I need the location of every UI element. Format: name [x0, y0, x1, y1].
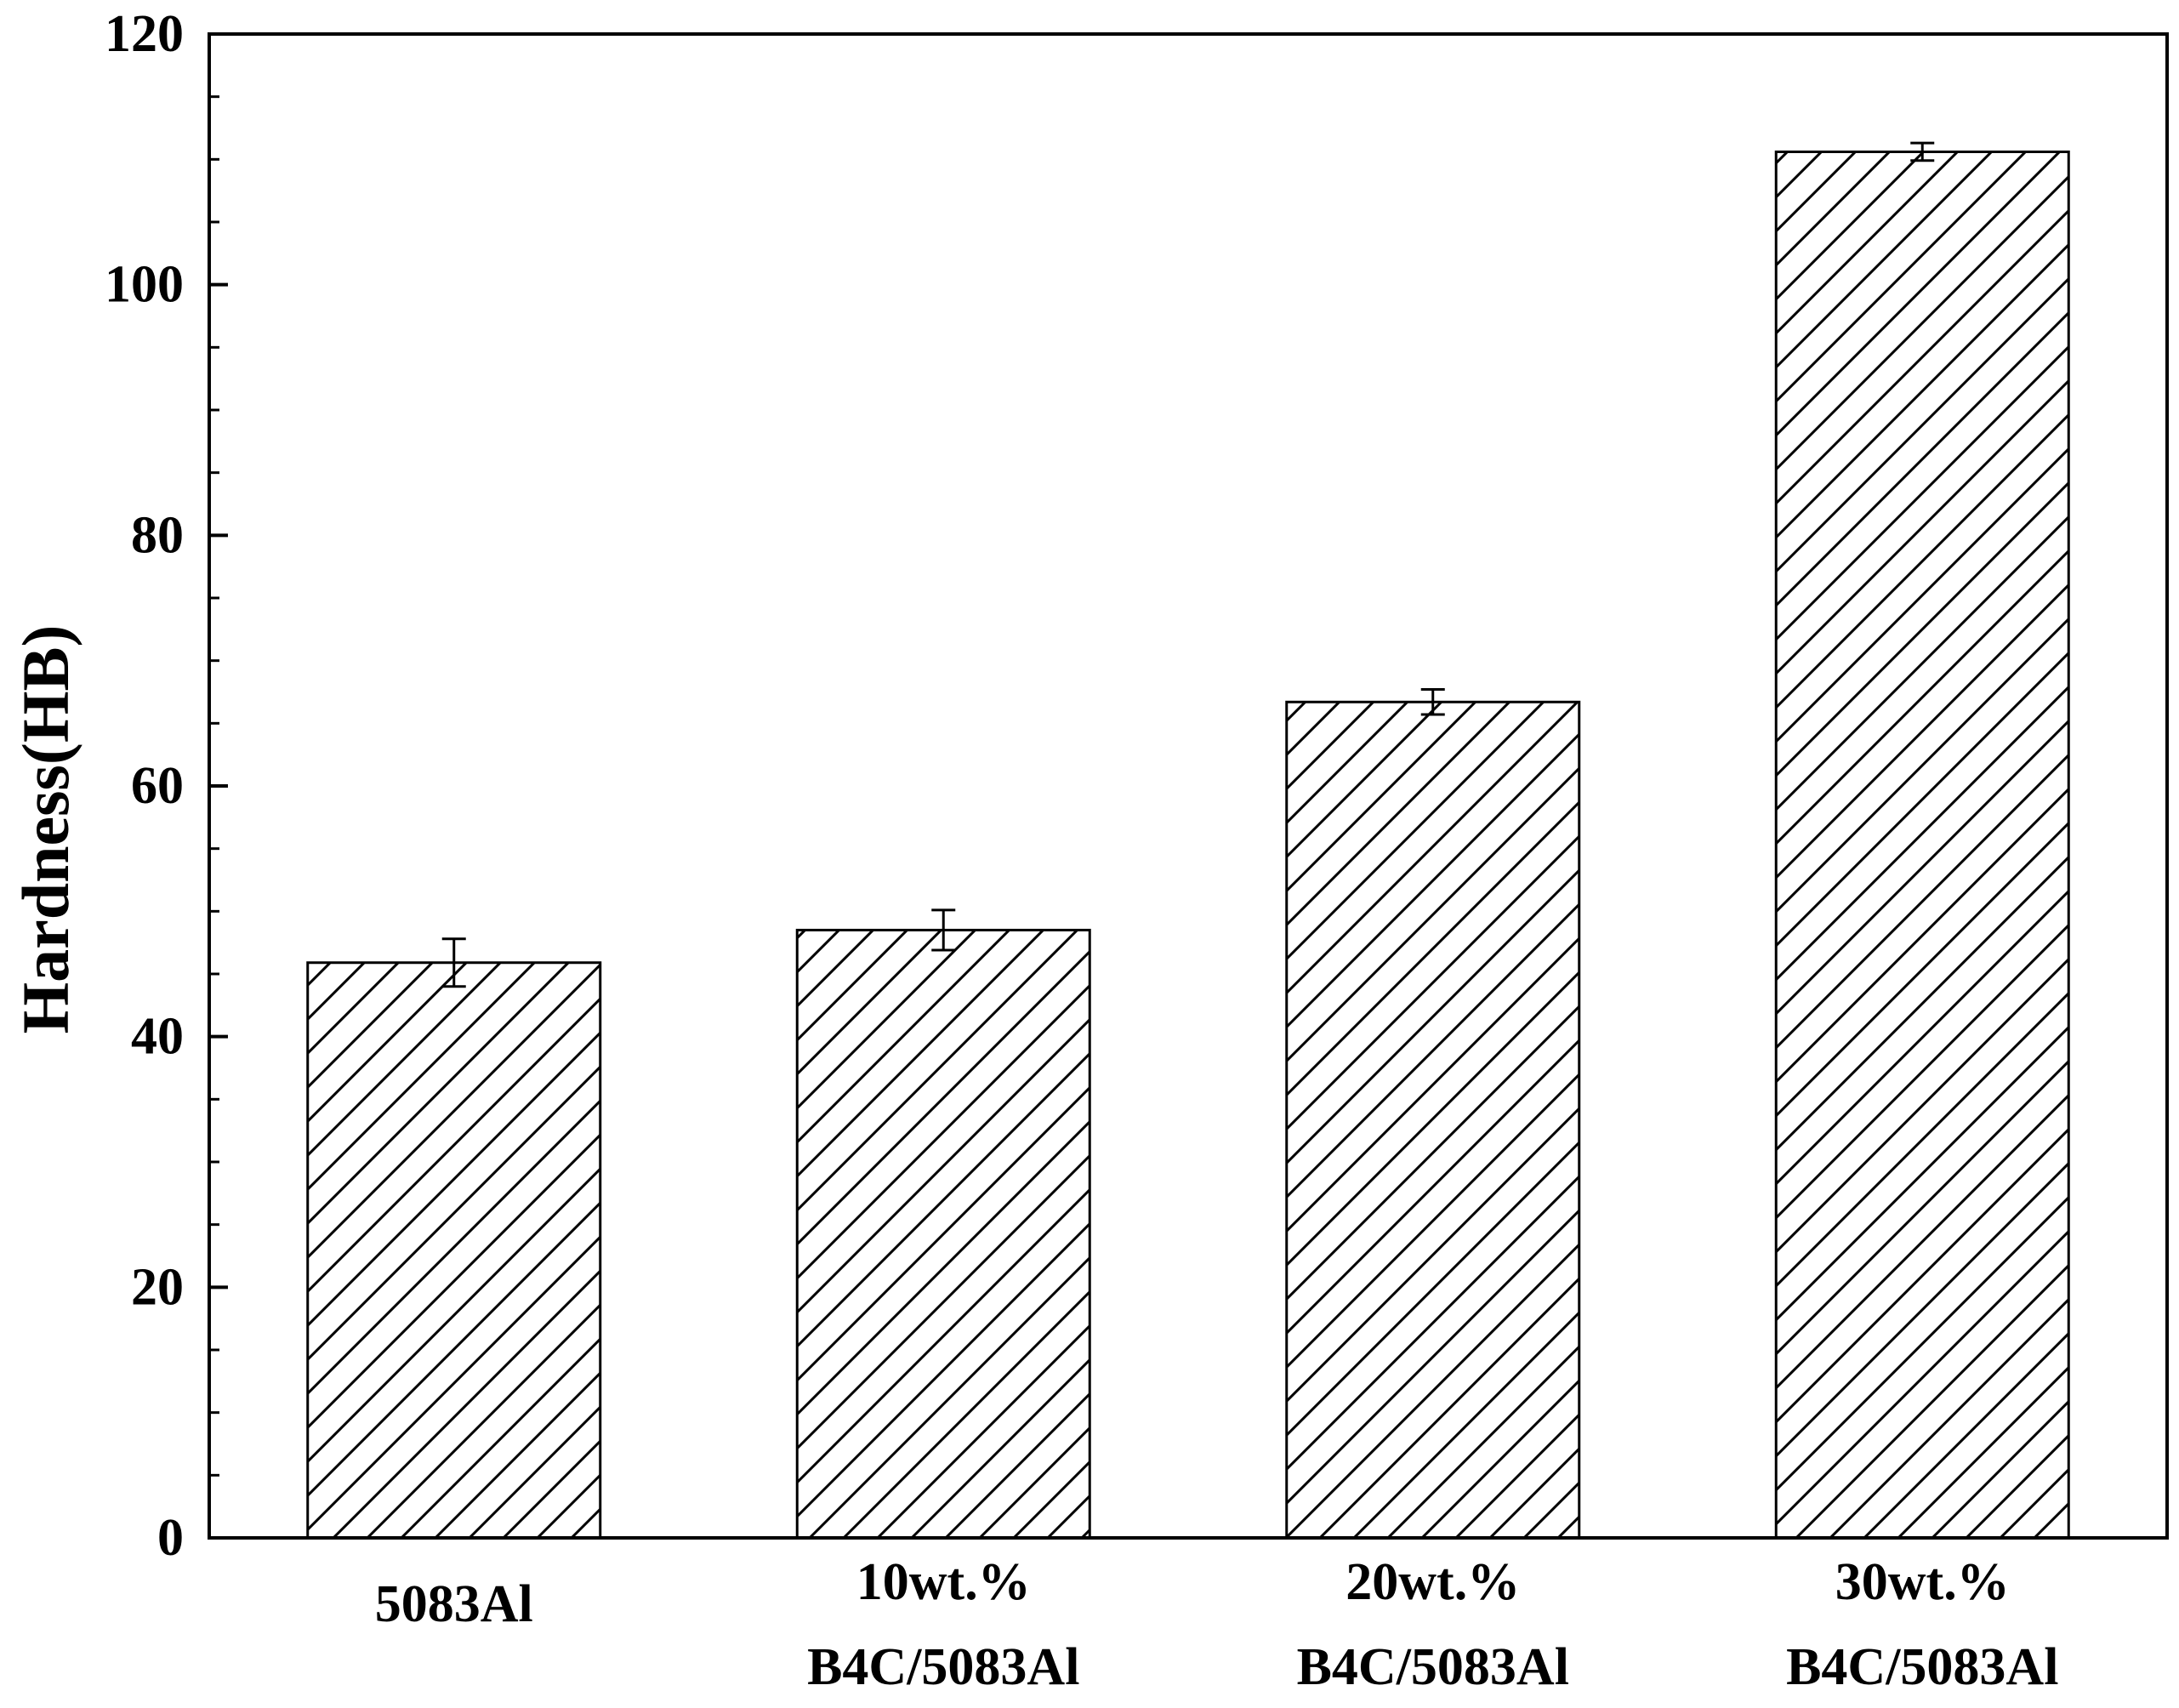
bar [1285, 700, 1581, 1540]
y-tick-label: 80 [131, 506, 184, 564]
bar [1774, 150, 2070, 1540]
x-tick-label: 20wt.% [1346, 1553, 1520, 1611]
y-tick-label: 0 [157, 1509, 184, 1567]
axes-layer [208, 32, 2169, 1540]
labels-layer: 5083Al 10wt.% B4C/5083Al 20wt.% B4C/5083Al 30… [105, 5, 2058, 1696]
bar [795, 928, 1091, 1540]
x-tick-label: B4C/5083Al [807, 1638, 1079, 1696]
bars-layer [306, 150, 2070, 1540]
y-axis-label: Hardness(HB) [9, 624, 82, 1033]
bar [306, 961, 602, 1540]
x-tick-label: B4C/5083Al [1786, 1638, 2058, 1696]
x-tick-label: 10wt.% [856, 1553, 1031, 1611]
x-tick-label: 5083Al [375, 1575, 533, 1633]
y-tick-label: 40 [131, 1008, 184, 1066]
y-tick-label: 20 [131, 1258, 184, 1316]
y-tick-label: 60 [131, 757, 184, 815]
error-bars-layer [441, 141, 1935, 988]
x-tick-label: B4C/5083Al [1297, 1638, 1569, 1696]
y-tick-label: 100 [105, 256, 184, 314]
y-tick-label: 120 [105, 5, 184, 63]
x-tick-label: 30wt.% [1835, 1553, 2010, 1611]
